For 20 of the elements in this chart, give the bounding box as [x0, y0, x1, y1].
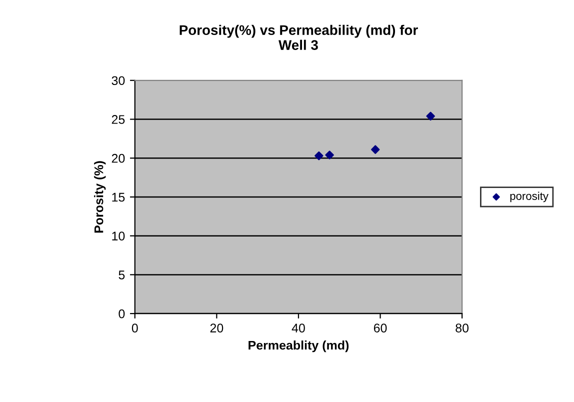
y-tick-label: 15	[112, 192, 125, 202]
x-tick-label: 60	[374, 324, 387, 332]
y-tick-label: 20	[112, 154, 125, 163]
y-tick-label: 25	[112, 115, 125, 124]
y-tick-label: 0	[118, 309, 125, 318]
y-tick-label: 5	[118, 270, 125, 280]
y-tick-label: 30	[112, 76, 125, 86]
y-axis-title: Porosity (%)	[94, 161, 106, 233]
x-tick-label: 20	[210, 324, 224, 332]
point	[314, 151, 324, 160]
x-tick-label: 0	[132, 324, 138, 332]
x-tick-label: 40	[292, 324, 305, 332]
chart-title: Porosity(%) vs Permeability (md) for Well 3	[180, 24, 418, 50]
point	[370, 145, 380, 154]
legend-label: porosity	[510, 192, 548, 202]
point	[426, 112, 435, 121]
y-tick-label: 10	[112, 232, 125, 240]
point	[325, 150, 334, 160]
x-axis-title: Permeablity (md)	[248, 340, 349, 352]
x-tick-label: 80	[456, 324, 469, 332]
